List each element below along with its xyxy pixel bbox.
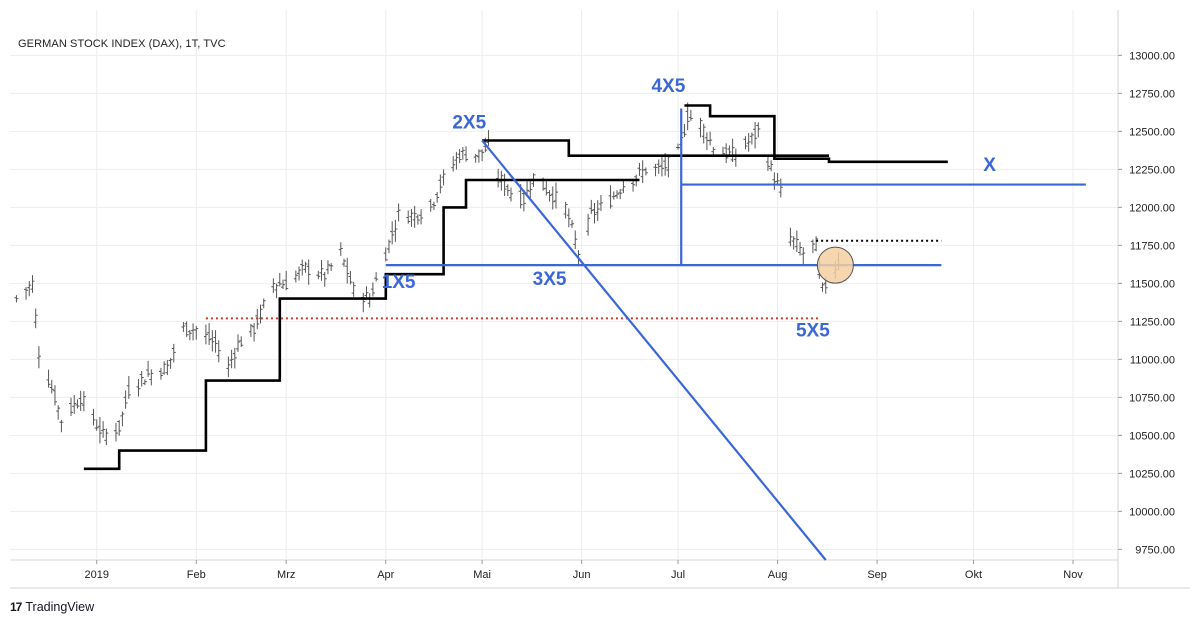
y-tick-label: 11750.00: [1130, 240, 1175, 252]
annotation-x: X: [983, 155, 996, 176]
y-tick-label: 9750.00: [1135, 544, 1175, 556]
y-tick-label: 10000.00: [1129, 506, 1175, 518]
black-step-line-upper: [482, 139, 829, 157]
x-tick-label: Jul: [671, 569, 685, 581]
annotation-3x5: 3X5: [533, 269, 567, 290]
y-tick-label: 11000.00: [1130, 354, 1175, 366]
x-tick-label: Mai: [473, 569, 491, 581]
y-tick-label: 12500.00: [1129, 126, 1175, 138]
annotation-4x5: 4X5: [651, 76, 685, 97]
y-tick-label: 10250.00: [1129, 468, 1175, 480]
x-tick-label: Feb: [187, 569, 206, 581]
x-tick-label: Apr: [377, 569, 394, 581]
y-tick-label: 11250.00: [1130, 316, 1175, 328]
annotation-5x5: 5X5: [796, 321, 830, 342]
x-tick-label: Okt: [965, 569, 982, 581]
y-tick-label: 11500.00: [1130, 278, 1175, 290]
y-tick-label: 12000.00: [1129, 202, 1175, 214]
x-tick-label: Aug: [768, 569, 788, 581]
black-step-line-top: [684, 104, 948, 164]
chart-title: GERMAN STOCK INDEX (DAX), 1T, TVC: [18, 38, 226, 50]
blue-line-diagonal-2x5: [481, 139, 827, 561]
tradingview-logo-icon: 17: [10, 600, 22, 614]
annotation-1x5: 1X5: [382, 272, 416, 293]
x-tick-label: Sep: [867, 569, 887, 581]
x-tick-label: Jun: [573, 569, 591, 581]
y-tick-label: 10750.00: [1129, 392, 1175, 404]
highlight-circle: [816, 246, 854, 284]
tradingview-label: TradingView: [25, 600, 95, 614]
y-tick-label: 13000.00: [1129, 50, 1175, 62]
tradingview-brand: 17 TradingView: [10, 600, 94, 614]
x-tick-label: Nov: [1063, 569, 1083, 581]
x-tick-label: 2019: [84, 569, 108, 581]
black-step-line-lower: [83, 178, 640, 471]
x-tick-label: Mrz: [277, 569, 295, 581]
annotation-2x5: 2X5: [452, 112, 486, 133]
y-tick-label: 12250.00: [1129, 164, 1175, 176]
y-tick-label: 10500.00: [1129, 430, 1175, 442]
y-tick-label: 12750.00: [1129, 88, 1175, 100]
